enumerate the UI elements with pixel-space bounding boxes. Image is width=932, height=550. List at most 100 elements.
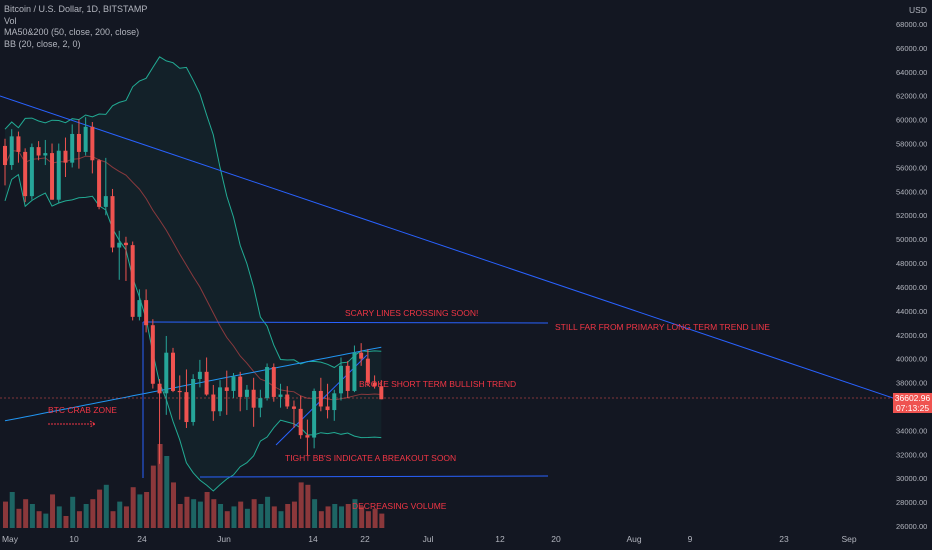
y-tick-label: 32000.00 bbox=[896, 450, 927, 459]
volume-bar bbox=[291, 501, 297, 528]
candle-body bbox=[332, 393, 337, 411]
candle-body bbox=[218, 387, 223, 412]
volume-bar bbox=[90, 499, 96, 528]
candle-body bbox=[298, 408, 303, 436]
current-price-value: 36602.96 bbox=[894, 393, 931, 403]
price-axis[interactable]: USD 68000.00 66000.00 64000.00 62000.00 60000… bbox=[896, 5, 927, 531]
volume-bar bbox=[258, 504, 264, 528]
volume-bar bbox=[43, 513, 49, 528]
volume-bar bbox=[184, 496, 190, 528]
candle-body bbox=[365, 358, 370, 383]
x-tick-label: 22 bbox=[360, 534, 370, 544]
candle-body bbox=[184, 392, 189, 423]
candle-body bbox=[325, 406, 330, 411]
candle-body bbox=[372, 382, 377, 387]
chart-annotations: SCARY LINES CROSSING SOON! STILL FAR FROM… bbox=[48, 308, 770, 511]
candle-body bbox=[278, 394, 283, 397]
volume-bar bbox=[16, 508, 22, 528]
x-tick-label: 9 bbox=[688, 534, 693, 544]
candle-body bbox=[345, 365, 350, 391]
y-tick-label: 66000.00 bbox=[896, 44, 927, 53]
volume-bar bbox=[372, 508, 378, 528]
candle-body bbox=[271, 367, 276, 397]
candle-body bbox=[137, 300, 142, 317]
volume-bar bbox=[137, 494, 143, 528]
candle-body bbox=[305, 435, 310, 438]
x-tick-label: Jun bbox=[217, 534, 231, 544]
candle-body bbox=[43, 153, 48, 156]
y-tick-label: 26000.00 bbox=[896, 522, 927, 531]
indicator-bb[interactable]: BB (20, close, 2, 0) bbox=[4, 38, 81, 49]
volume-bar bbox=[312, 499, 318, 528]
volume-bar bbox=[3, 501, 8, 528]
current-price-label: 36602.96 07:13:25 bbox=[893, 393, 932, 413]
candle-body bbox=[117, 242, 122, 248]
candle-body bbox=[23, 151, 28, 197]
primary-trend-line bbox=[0, 95, 894, 399]
volume-bar bbox=[36, 511, 42, 528]
x-tick-label: Aug bbox=[626, 534, 641, 544]
indicator-volume[interactable]: Vol bbox=[4, 15, 17, 26]
symbol-title[interactable]: Bitcoin / U.S. Dollar, 1D, BITSTAMP bbox=[4, 4, 148, 14]
y-tick-label: 68000.00 bbox=[896, 20, 927, 29]
bb-lower-line bbox=[4, 173, 382, 492]
volume-bar bbox=[56, 506, 62, 528]
candle-body bbox=[238, 376, 243, 397]
volume-bar bbox=[117, 501, 123, 528]
y-tick-label: 30000.00 bbox=[896, 474, 927, 483]
chart-legend: Bitcoin / U.S. Dollar, 1D, BITSTAMP Vol … bbox=[4, 4, 147, 50]
volume-bar bbox=[305, 484, 311, 528]
volume-bar bbox=[211, 499, 217, 528]
y-tick-label: 62000.00 bbox=[896, 92, 927, 101]
bb-upper-line bbox=[4, 56, 382, 369]
candle-body bbox=[90, 126, 95, 161]
volume-bar bbox=[359, 506, 365, 528]
volume-bar bbox=[110, 511, 116, 528]
candle-body bbox=[379, 386, 384, 400]
x-tick-label: Sep bbox=[841, 534, 856, 544]
annotation-label: SCARY LINES CROSSING SOON! bbox=[345, 308, 478, 318]
x-tick-label: 10 bbox=[69, 534, 79, 544]
volume-bar bbox=[285, 504, 291, 528]
volume-bar bbox=[103, 484, 109, 528]
annotation-label: BROKE SHORT TERM BULLISH TREND bbox=[359, 379, 516, 389]
volume-bar bbox=[231, 506, 237, 528]
volume-bar bbox=[224, 511, 230, 528]
y-tick-label: 38000.00 bbox=[896, 379, 927, 388]
candle-body bbox=[63, 150, 68, 163]
candle-body bbox=[164, 352, 169, 394]
volume-bar bbox=[271, 506, 277, 528]
candle-body bbox=[312, 390, 317, 438]
volume-bar bbox=[63, 516, 69, 528]
candle-body bbox=[83, 126, 88, 152]
volume-bar bbox=[339, 506, 344, 528]
candle-body bbox=[258, 398, 263, 408]
volume-bar bbox=[298, 482, 304, 528]
candle-body bbox=[3, 145, 7, 166]
candle-body bbox=[171, 352, 175, 391]
volume-bar bbox=[204, 492, 210, 528]
indicator-ma[interactable]: MA50&200 (50, close, 200, close) bbox=[4, 27, 140, 37]
volume-bar bbox=[97, 489, 103, 528]
candle-body bbox=[9, 136, 14, 166]
y-tick-label: 54000.00 bbox=[896, 187, 927, 196]
time-axis[interactable]: May 10 24 Jun 14 22 Jul 12 20 Aug 9 23 Sep bbox=[2, 534, 857, 544]
candle-body bbox=[318, 390, 323, 407]
volume-bar bbox=[238, 501, 244, 528]
volume-bar bbox=[29, 504, 35, 528]
bb-fill bbox=[5, 56, 382, 492]
volume-bar bbox=[130, 487, 136, 528]
candle-body bbox=[224, 387, 229, 391]
y-tick-label: 56000.00 bbox=[896, 163, 927, 172]
x-tick-label: 23 bbox=[779, 534, 789, 544]
candle-body bbox=[130, 245, 135, 317]
y-axis-unit: USD bbox=[909, 5, 927, 15]
volume-bar bbox=[278, 511, 284, 528]
candle-body bbox=[29, 147, 34, 197]
candle-body bbox=[231, 376, 236, 391]
volume-bar bbox=[76, 511, 82, 528]
candle-body bbox=[110, 196, 115, 248]
y-tick-label: 44000.00 bbox=[896, 307, 927, 316]
candlesticks bbox=[3, 117, 384, 464]
